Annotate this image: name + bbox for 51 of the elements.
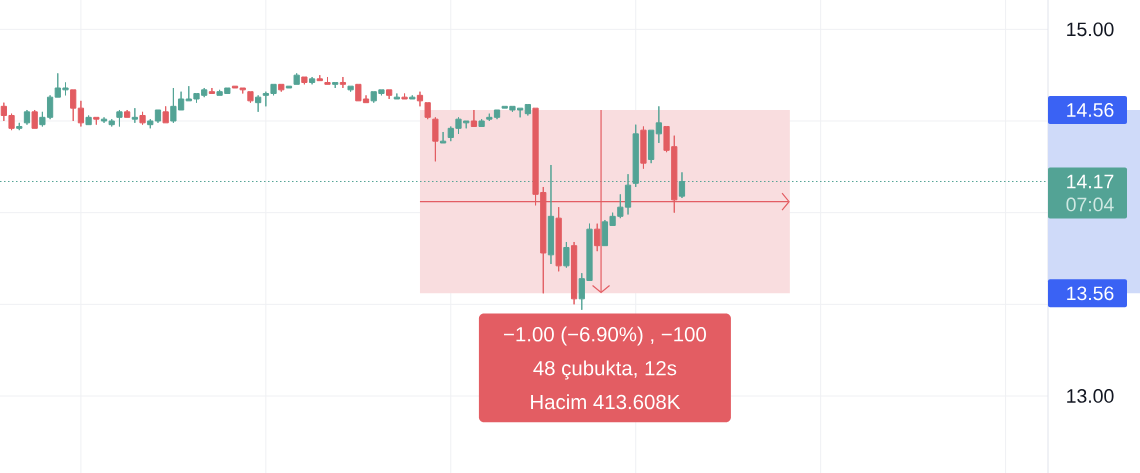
text: 14.56 xyxy=(1067,103,1114,117)
annotation: 48 çubukta, 12s xyxy=(533,360,677,380)
candlestick xyxy=(640,126,647,170)
candlestick xyxy=(555,206,562,272)
candlestick xyxy=(285,85,293,89)
candlestick xyxy=(316,74,323,82)
candlestick xyxy=(93,116,100,126)
candlestick xyxy=(139,111,146,126)
candlestick xyxy=(563,241,570,269)
candlestick xyxy=(524,104,531,116)
candlestick xyxy=(470,109,478,127)
candlestick xyxy=(16,122,23,131)
candlestick xyxy=(77,100,85,127)
candlestick xyxy=(393,93,400,100)
candlestick xyxy=(116,109,123,127)
y-tick-label: 13.00 xyxy=(1067,389,1114,403)
candlestick xyxy=(570,241,578,305)
candlestick xyxy=(416,91,424,107)
candlestick xyxy=(347,85,354,93)
text: 13.56 xyxy=(1067,286,1114,301)
candlestick xyxy=(131,107,138,124)
candlestick xyxy=(332,82,339,89)
candlestick xyxy=(386,89,393,100)
candlestick xyxy=(124,109,131,118)
candlestick xyxy=(409,94,416,100)
candlestick xyxy=(247,91,254,104)
candlestick xyxy=(401,93,408,100)
candlestick xyxy=(31,109,38,129)
candlestick xyxy=(85,115,92,126)
candlestick xyxy=(278,83,285,93)
candlestick xyxy=(308,76,316,85)
candlestick xyxy=(23,109,31,126)
candlestick xyxy=(293,72,300,85)
candlestick xyxy=(255,94,262,113)
candlestick xyxy=(439,131,447,144)
candlestick xyxy=(432,116,439,162)
candlestick xyxy=(301,76,308,85)
candlestick xyxy=(648,129,655,164)
candlestick xyxy=(70,89,77,122)
candlestick xyxy=(208,87,216,94)
annotation: Hacim 413.608K xyxy=(531,394,681,410)
candlestick xyxy=(339,76,347,89)
candlestick xyxy=(162,105,169,124)
candlestick xyxy=(478,118,485,127)
text: 07:04 xyxy=(1066,197,1114,212)
candlestick xyxy=(424,102,431,120)
annotation: −1.00 (−6.90%) , −100 xyxy=(504,326,706,346)
candlestick xyxy=(655,105,662,144)
y-tick-label: 15.00 xyxy=(1067,22,1114,37)
candlestick xyxy=(324,76,331,85)
ref-line-label: 14.17 xyxy=(1067,174,1114,189)
